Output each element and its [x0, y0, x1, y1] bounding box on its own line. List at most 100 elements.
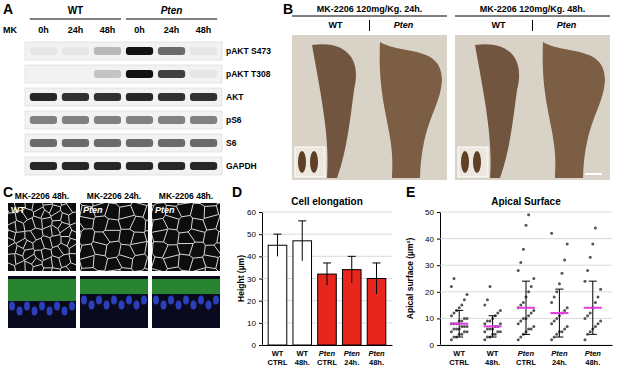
tick: 40	[425, 235, 440, 244]
band-label: GAPDH	[226, 161, 257, 171]
tick-label: WTCTRL	[449, 349, 469, 367]
point	[483, 330, 486, 333]
grid-line	[440, 212, 612, 213]
tick-label: Pten24h.	[551, 349, 568, 367]
image-title: MK-2206 24h.	[87, 191, 141, 201]
chart-title: Apical Surface	[491, 196, 561, 207]
blot-band	[94, 139, 121, 147]
tick-mark	[259, 256, 262, 257]
point	[589, 330, 592, 333]
point	[499, 330, 502, 333]
nucleus	[47, 307, 53, 316]
point	[496, 312, 499, 315]
group-label: WT	[68, 5, 84, 16]
blot-band	[30, 139, 57, 147]
nucleus	[183, 296, 189, 305]
band-label: S6	[226, 138, 237, 148]
tick-label: 10	[247, 319, 256, 328]
sd-cap	[589, 334, 597, 335]
error-bar	[273, 234, 281, 256]
inset-embryo	[461, 151, 469, 173]
tick-label: 20	[247, 297, 256, 306]
point	[489, 328, 492, 331]
error-cap	[298, 220, 306, 221]
sd-cap	[555, 289, 563, 290]
point	[596, 322, 599, 325]
x-axis	[263, 345, 393, 347]
nucleus	[32, 307, 38, 316]
inset	[458, 147, 488, 177]
nucleus	[24, 302, 30, 311]
nucleus	[104, 301, 110, 310]
point	[599, 320, 602, 323]
blot-band	[94, 47, 121, 55]
tick-mark	[437, 318, 440, 319]
point	[486, 336, 489, 339]
point	[589, 312, 592, 315]
tick: 30	[425, 261, 440, 270]
blot-band	[62, 47, 89, 55]
lane-label: 48h	[100, 25, 116, 35]
tick-label: WT48h.	[485, 349, 500, 367]
point	[553, 320, 556, 323]
tick-label: WT48h.	[295, 349, 310, 367]
apical-signal	[8, 279, 76, 301]
tick-label: 30	[425, 261, 434, 270]
point	[583, 317, 586, 320]
blot-band	[126, 116, 153, 124]
point	[489, 320, 492, 323]
blot-strip	[25, 42, 222, 60]
cell-image	[152, 203, 220, 271]
section-background	[8, 276, 76, 328]
point	[563, 258, 566, 261]
nucleus	[111, 296, 117, 305]
blot-band	[62, 162, 89, 170]
sd-cap	[522, 281, 530, 282]
panel-label: C	[3, 184, 13, 200]
tick-label: 0	[430, 341, 435, 350]
blot-band	[94, 70, 121, 78]
point	[458, 306, 461, 309]
point	[532, 277, 535, 280]
image-background	[292, 35, 447, 180]
point	[450, 314, 453, 317]
point	[453, 277, 456, 280]
error-stem	[327, 263, 328, 285]
point	[522, 317, 525, 320]
panel-label: E	[406, 184, 415, 200]
tick-label: WTCTRL	[267, 349, 287, 367]
band-label: pS6	[226, 115, 242, 125]
band-label: AKT	[226, 92, 244, 102]
point	[555, 317, 558, 320]
tick-mark	[259, 345, 262, 346]
image-title: MK-2206 48h.	[15, 191, 69, 201]
point	[550, 322, 553, 325]
tick-mark	[437, 239, 440, 240]
genotype-label: WT	[11, 205, 25, 215]
lane-label: 48h	[196, 25, 212, 35]
x-labels: WTCTRLWT48h.PtenCTRLPten24h.Pten48h.	[267, 349, 385, 367]
blot-strip	[25, 134, 222, 152]
nucleus	[198, 296, 204, 305]
sd-cap	[455, 337, 463, 338]
point	[525, 224, 528, 227]
image-title: MK-2206 120mg/Kg. 24h.	[317, 4, 423, 14]
genotype-label: Pten	[557, 20, 577, 30]
nucleus	[69, 302, 75, 311]
panel-label: D	[232, 184, 242, 200]
point	[530, 328, 533, 331]
image-title: MK-2206 120mg/Kg. 48h.	[480, 4, 586, 14]
group-label: Pten	[161, 5, 183, 16]
blot-band	[190, 162, 217, 170]
tick: 50	[425, 208, 440, 217]
tick-mark	[437, 292, 440, 293]
axis-line	[263, 345, 393, 346]
apical-signal	[152, 279, 220, 294]
title-line	[292, 16, 447, 17]
sd-cap	[489, 337, 497, 338]
nucleus	[81, 296, 87, 305]
point	[527, 314, 530, 317]
blot-band	[190, 139, 217, 147]
apical-signal	[80, 279, 148, 294]
blot-band	[126, 93, 153, 101]
